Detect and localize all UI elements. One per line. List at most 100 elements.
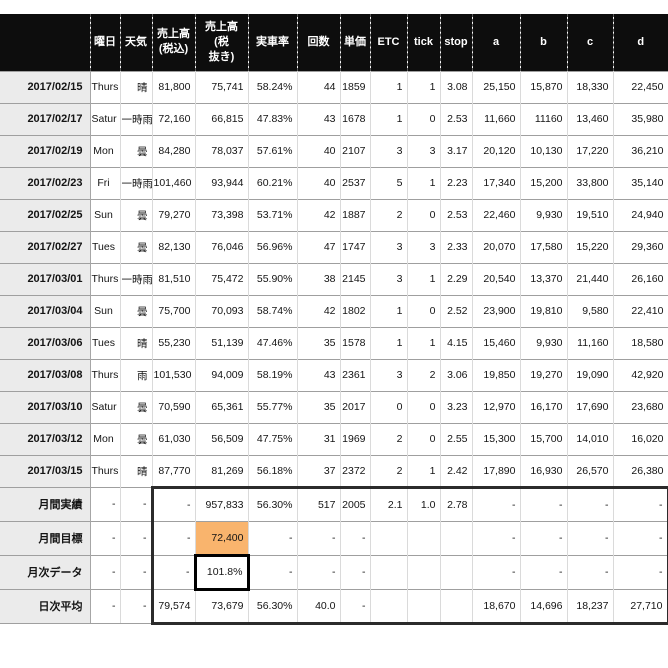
table-cell[interactable]: 25,150: [472, 70, 521, 103]
table-cell[interactable]: 2.29: [440, 262, 473, 295]
table-cell[interactable]: 2361: [340, 358, 371, 391]
table-cell[interactable]: 2: [407, 358, 441, 391]
table-cell[interactable]: 22,410: [613, 294, 668, 327]
table-cell[interactable]: 17,690: [567, 390, 614, 423]
table-cell[interactable]: 2: [370, 198, 408, 231]
table-cell[interactable]: 35: [297, 326, 341, 359]
table-cell[interactable]: 43: [297, 102, 341, 135]
column-header-cell[interactable]: tick: [407, 14, 441, 71]
column-header-cell[interactable]: 実車率: [248, 14, 298, 71]
table-cell[interactable]: 2.53: [440, 198, 473, 231]
table-cell[interactable]: 3: [407, 134, 441, 167]
table-cell[interactable]: 81,510: [152, 262, 196, 295]
summary-cell[interactable]: [440, 588, 473, 625]
table-cell[interactable]: 0: [407, 102, 441, 135]
table-cell[interactable]: 2.42: [440, 454, 473, 487]
column-header-cell[interactable]: 売上高 (税込): [152, 14, 196, 71]
table-cell[interactable]: 76,046: [195, 230, 249, 263]
table-cell[interactable]: 81,800: [152, 70, 196, 103]
table-cell[interactable]: 1802: [340, 294, 371, 327]
table-cell[interactable]: 29,360: [613, 230, 668, 263]
table-cell[interactable]: 21,440: [567, 262, 614, 295]
table-cell[interactable]: 2372: [340, 454, 371, 487]
date-cell[interactable]: 2017/03/06: [0, 326, 91, 359]
summary-cell[interactable]: -: [613, 485, 668, 521]
table-cell[interactable]: 47.83%: [248, 102, 298, 135]
date-cell[interactable]: 2017/03/08: [0, 358, 91, 391]
table-cell[interactable]: 1969: [340, 422, 371, 455]
table-cell[interactable]: 1: [370, 102, 408, 135]
table-cell[interactable]: 11,660: [472, 102, 521, 135]
column-header-cell[interactable]: d: [613, 14, 668, 71]
table-cell[interactable]: 15,200: [520, 166, 568, 199]
weekday-cell[interactable]: Satur: [90, 102, 121, 135]
table-cell[interactable]: 101,460: [152, 166, 196, 199]
summary-cell[interactable]: [440, 520, 473, 555]
table-cell[interactable]: 75,700: [152, 294, 196, 327]
summary-cell[interactable]: 27,710: [613, 588, 668, 625]
table-cell[interactable]: 65,361: [195, 390, 249, 423]
weekday-cell[interactable]: Tues: [90, 326, 121, 359]
table-cell[interactable]: 81,269: [195, 454, 249, 487]
summary-cell[interactable]: -: [613, 554, 668, 589]
table-cell[interactable]: 2145: [340, 262, 371, 295]
table-cell[interactable]: 35: [297, 390, 341, 423]
table-cell[interactable]: 曇: [120, 230, 153, 263]
column-header-cell[interactable]: 売上高 (税 抜き): [195, 14, 249, 71]
table-cell[interactable]: 56.96%: [248, 230, 298, 263]
table-cell[interactable]: 15,220: [567, 230, 614, 263]
weekday-cell[interactable]: Mon: [90, 134, 121, 167]
table-cell[interactable]: 2.53: [440, 102, 473, 135]
summary-cell[interactable]: 56.30%: [248, 588, 298, 625]
summary-cell[interactable]: 40.0: [297, 588, 341, 625]
table-cell[interactable]: 3.23: [440, 390, 473, 423]
summary-cell[interactable]: -: [472, 520, 521, 555]
table-cell[interactable]: 晴: [120, 454, 153, 487]
summary-cell[interactable]: -: [120, 554, 153, 589]
date-cell[interactable]: 2017/02/23: [0, 166, 91, 199]
column-header-cell[interactable]: 曜日: [90, 14, 121, 71]
summary-cell[interactable]: -: [248, 520, 298, 555]
table-cell[interactable]: 15,700: [520, 422, 568, 455]
table-cell[interactable]: 16,020: [613, 422, 668, 455]
table-cell[interactable]: 35,140: [613, 166, 668, 199]
weekday-cell[interactable]: Thurs: [90, 70, 121, 103]
table-cell[interactable]: 曇: [120, 390, 153, 423]
summary-cell[interactable]: -: [297, 520, 341, 555]
column-header-cell[interactable]: [0, 14, 91, 71]
weekday-cell[interactable]: Thurs: [90, 358, 121, 391]
column-header-cell[interactable]: 回数: [297, 14, 341, 71]
summary-cell[interactable]: -: [297, 554, 341, 589]
table-cell[interactable]: 3: [370, 262, 408, 295]
table-cell[interactable]: 1578: [340, 326, 371, 359]
table-cell[interactable]: 17,220: [567, 134, 614, 167]
table-cell[interactable]: 晴: [120, 70, 153, 103]
table-cell[interactable]: 3: [407, 230, 441, 263]
table-cell[interactable]: 35,980: [613, 102, 668, 135]
summary-label-cell[interactable]: 日次平均: [0, 588, 91, 624]
summary-cell[interactable]: -: [567, 554, 614, 589]
table-cell[interactable]: 47.75%: [248, 422, 298, 455]
table-cell[interactable]: 3: [370, 230, 408, 263]
summary-cell[interactable]: 14,696: [520, 588, 568, 625]
summary-cell[interactable]: 73,679: [195, 588, 249, 625]
summary-cell[interactable]: -: [472, 554, 521, 589]
summary-cell[interactable]: -: [567, 520, 614, 555]
table-cell[interactable]: 曇: [120, 198, 153, 231]
table-cell[interactable]: 1: [407, 166, 441, 199]
table-cell[interactable]: 0: [407, 390, 441, 423]
table-cell[interactable]: 55,230: [152, 326, 196, 359]
summary-cell[interactable]: -: [567, 485, 614, 521]
table-cell[interactable]: 82,130: [152, 230, 196, 263]
table-cell[interactable]: 19,510: [567, 198, 614, 231]
table-cell[interactable]: 0: [407, 198, 441, 231]
table-cell[interactable]: 3.08: [440, 70, 473, 103]
table-cell[interactable]: 14,010: [567, 422, 614, 455]
summary-cell[interactable]: -: [90, 554, 121, 589]
table-cell[interactable]: 40: [297, 134, 341, 167]
monthly-target-highlight-cell[interactable]: 72,400: [195, 520, 249, 555]
table-cell[interactable]: 19,810: [520, 294, 568, 327]
table-cell[interactable]: 1747: [340, 230, 371, 263]
table-cell[interactable]: 58.19%: [248, 358, 298, 391]
table-cell[interactable]: 72,160: [152, 102, 196, 135]
